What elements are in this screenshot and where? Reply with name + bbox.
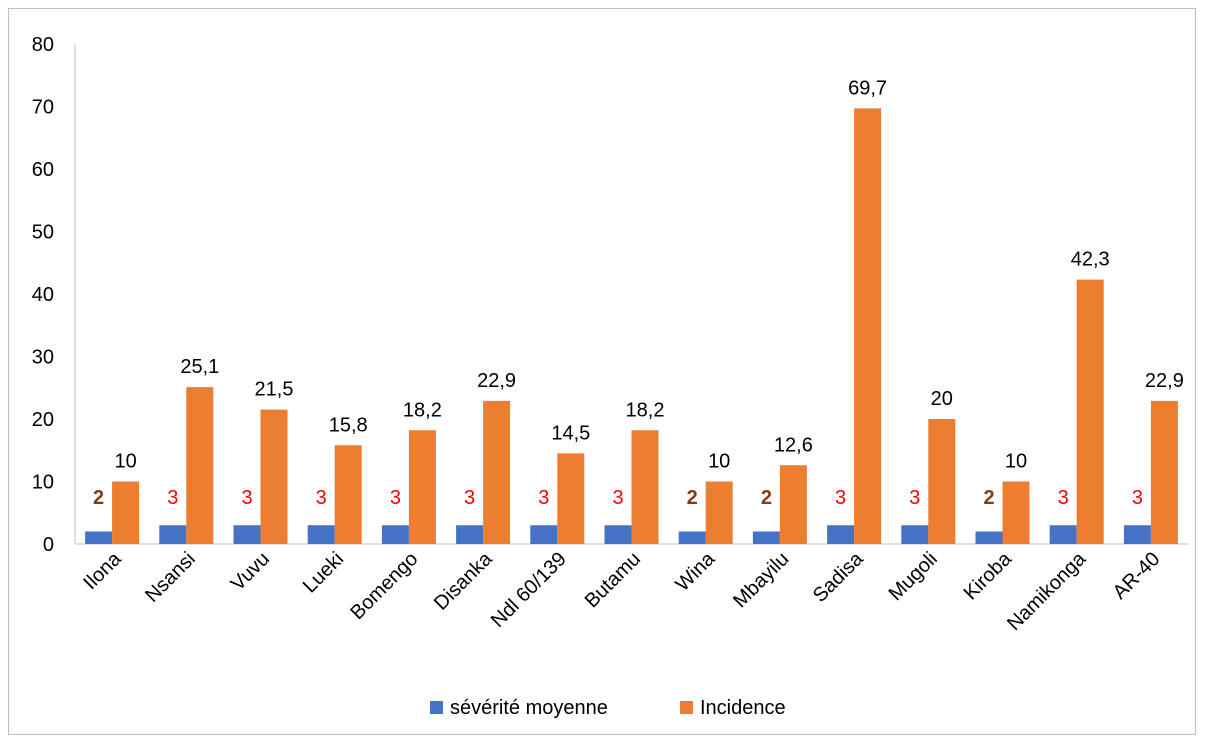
data-label-incidence: 69,7 (848, 77, 887, 99)
bar-incidence-8 (705, 481, 733, 544)
bar-severite-9 (752, 531, 780, 544)
data-label-severite: 3 (1132, 487, 1143, 509)
data-label-incidence: 22,9 (477, 370, 516, 392)
legend-swatch-severite (430, 701, 443, 714)
bar-severite-12 (975, 531, 1003, 544)
data-label-severite: 3 (167, 487, 178, 509)
data-label-incidence: 22,9 (1145, 370, 1184, 392)
legend-label-severite: sévérité moyenne (450, 697, 608, 719)
category-label: Vuvu (227, 548, 274, 595)
data-label-incidence: 12,6 (774, 434, 813, 456)
data-labels: 210325,1321,5315,8318,2322,9314,5318,221… (93, 77, 1184, 509)
data-label-severite: 2 (93, 487, 104, 509)
data-label-severite: 3 (241, 487, 252, 509)
y-tick-label: 20 (32, 409, 54, 431)
category-label: Mbayilu (729, 548, 793, 612)
bar-incidence-0 (112, 481, 140, 544)
bar-incidence-3 (334, 445, 362, 544)
data-label-severite: 2 (687, 487, 698, 509)
y-tick-label: 80 (32, 34, 54, 56)
category-label: Sadisa (809, 547, 868, 606)
category-label: Lueki (299, 548, 348, 597)
category-label: Butamu (581, 548, 645, 612)
category-label: Ilona (79, 547, 126, 594)
y-tick-label: 50 (32, 222, 54, 244)
bar-severite-3 (307, 525, 335, 544)
category-label: Mugoli (885, 548, 942, 605)
category-label: Namikonga (1003, 547, 1091, 635)
bar-severite-14 (1123, 525, 1151, 544)
data-label-severite: 3 (316, 487, 327, 509)
data-label-incidence: 10 (114, 451, 136, 473)
bar-severite-6 (530, 525, 558, 544)
bar-severite-11 (901, 525, 929, 544)
data-label-incidence: 21,5 (255, 379, 294, 401)
data-label-severite: 3 (464, 487, 475, 509)
category-label: Kiroba (960, 547, 1017, 604)
category-label: Wina (671, 547, 719, 595)
bar-incidence-11 (928, 419, 956, 544)
y-tick-label: 60 (32, 159, 54, 181)
category-label: Ndl 60/139 (487, 548, 571, 632)
y-tick-label: 70 (32, 97, 54, 119)
bar-incidence-13 (1076, 279, 1104, 544)
bar-severite-0 (85, 531, 113, 544)
data-label-incidence: 20 (931, 388, 953, 410)
y-tick-label: 40 (32, 284, 54, 306)
bar-incidence-14 (1150, 400, 1178, 544)
data-label-severite: 2 (983, 487, 994, 509)
category-label: Disanka (430, 547, 497, 614)
data-label-incidence: 10 (1005, 451, 1027, 473)
data-label-severite: 3 (612, 487, 623, 509)
data-label-incidence: 18,2 (403, 399, 442, 421)
category-label: AR-40 (1109, 548, 1165, 604)
y-tick-label: 0 (43, 534, 54, 556)
bar-severite-4 (381, 525, 409, 544)
data-label-incidence: 15,8 (329, 414, 368, 436)
y-tick-label: 10 (32, 472, 54, 494)
data-label-severite: 3 (1058, 487, 1069, 509)
legend: sévérité moyenne Incidence (430, 697, 786, 719)
category-label: Nsansi (141, 548, 200, 607)
bar-incidence-4 (408, 430, 436, 544)
bar-incidence-1 (186, 387, 214, 544)
y-tick-label: 30 (32, 347, 54, 369)
data-label-incidence: 14,5 (551, 422, 590, 444)
bar-severite-1 (159, 525, 187, 544)
bar-severite-2 (233, 525, 261, 544)
bar-incidence-5 (483, 400, 511, 544)
data-label-incidence: 18,2 (626, 399, 665, 421)
bar-severite-10 (827, 525, 855, 544)
chart-area (8, 8, 1196, 735)
legend-label-incidence: Incidence (700, 697, 786, 719)
legend-swatch-incidence (680, 701, 693, 714)
bars (85, 108, 1178, 544)
bar-severite-8 (678, 531, 706, 544)
y-tick-labels: 0 10 20 30 40 50 60 70 80 (32, 34, 54, 556)
bar-incidence-7 (631, 430, 659, 544)
bar-incidence-2 (260, 409, 288, 544)
data-label-severite: 3 (909, 487, 920, 509)
category-label: Bomengo (346, 548, 422, 624)
data-label-incidence: 42,3 (1071, 249, 1110, 271)
bar-severite-13 (1049, 525, 1077, 544)
data-label-incidence: 25,1 (180, 356, 219, 378)
data-label-severite: 3 (835, 487, 846, 509)
bar-incidence-6 (557, 453, 585, 544)
bar-incidence-12 (1002, 481, 1030, 544)
bar-severite-5 (456, 525, 484, 544)
data-label-severite: 3 (390, 487, 401, 509)
bar-incidence-9 (779, 465, 807, 544)
data-label-incidence: 10 (708, 451, 730, 473)
bar-incidence-10 (854, 108, 882, 544)
data-label-severite: 3 (538, 487, 549, 509)
data-label-severite: 2 (761, 487, 772, 509)
bar-severite-7 (604, 525, 632, 544)
